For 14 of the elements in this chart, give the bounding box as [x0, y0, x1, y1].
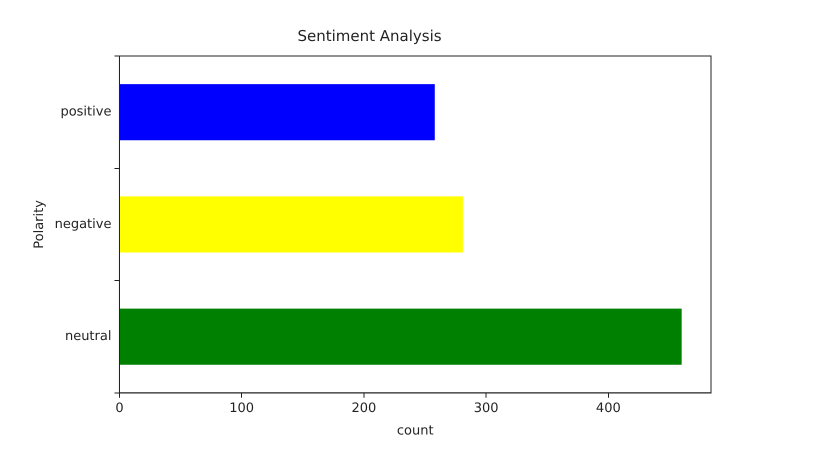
x-tick-label: 400	[596, 400, 621, 416]
bar	[120, 84, 435, 140]
x-tick-label: 300	[474, 400, 499, 416]
x-axis-title: count	[396, 424, 434, 439]
y-tick-label: positive	[60, 104, 112, 120]
y-tick-label: neutral	[64, 329, 112, 344]
y-axis-title: Polarity	[32, 200, 48, 249]
chart-title: Sentiment Analysis	[297, 26, 442, 45]
x-tick-label: 100	[229, 400, 254, 416]
y-tick-label: negative	[54, 216, 112, 232]
bar	[120, 196, 463, 252]
bar	[120, 308, 682, 365]
x-tick-label: 200	[351, 400, 376, 416]
x-tick-label: 0	[115, 400, 124, 416]
